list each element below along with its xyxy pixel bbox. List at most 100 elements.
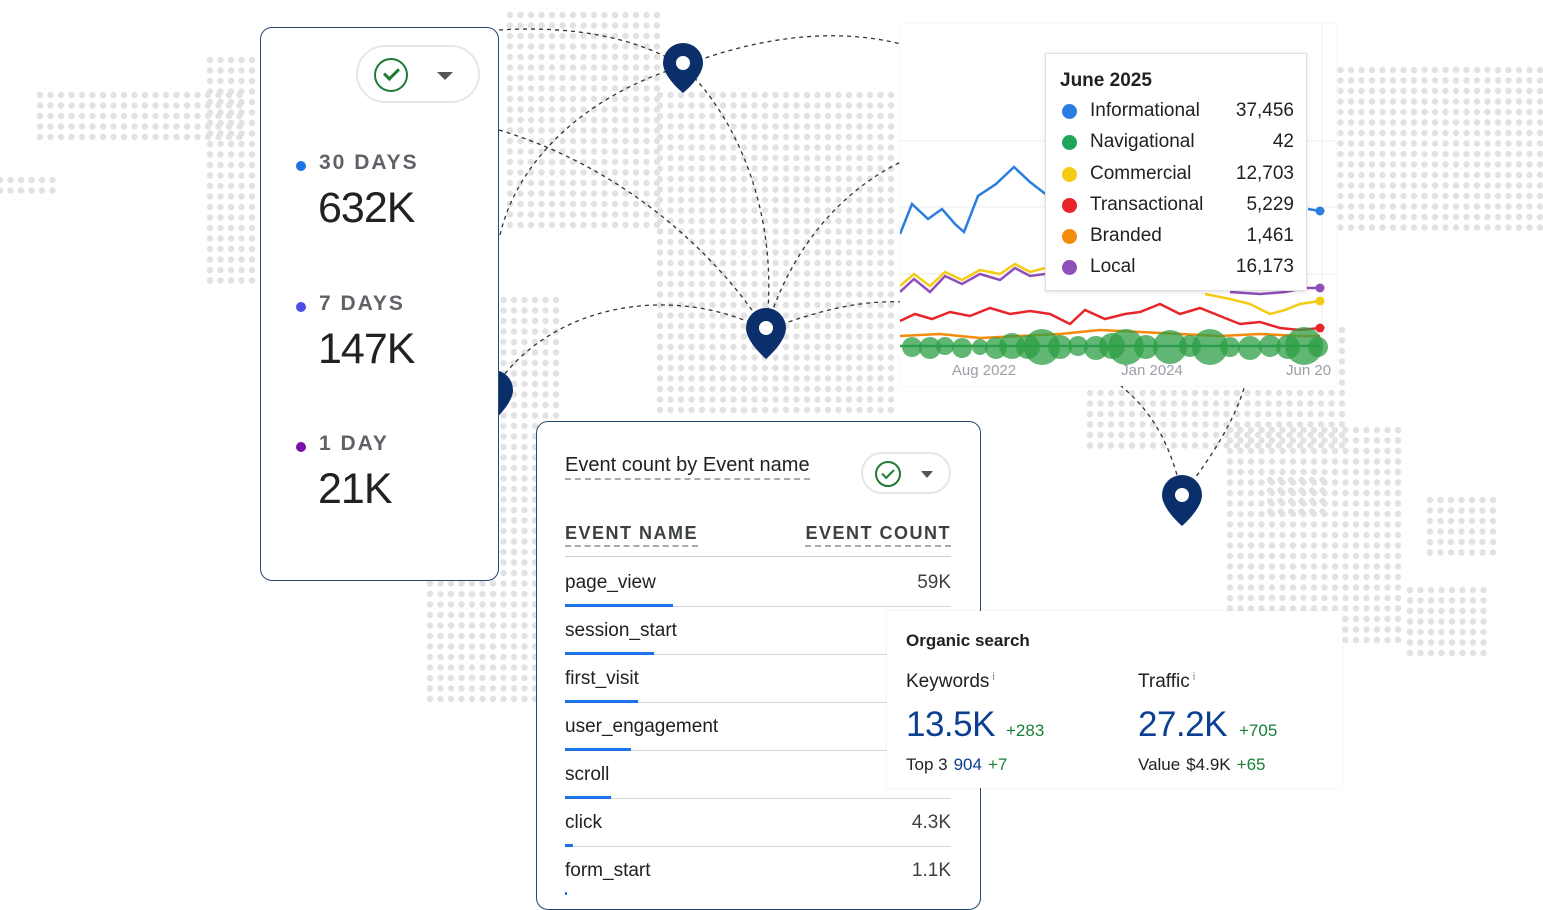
period-label-1-day: 1 DAY (319, 432, 389, 455)
legend-dot (1062, 135, 1077, 150)
keywords-metric: Keywords i 13.5K +283 Top 3 904 +7 (906, 671, 1106, 774)
metric-label: Keywords i (906, 671, 995, 693)
tooltip-series-value: 16,173 (1235, 256, 1294, 277)
event-name: user_engagement (565, 716, 719, 737)
share-bar (565, 604, 673, 607)
series-line-informational (900, 165, 1061, 235)
traffic-delta: +705 (1239, 721, 1278, 740)
column-header-event-count[interactable]: EVENT COUNT (805, 523, 951, 547)
share-bar (565, 652, 654, 655)
map-pin-icon (746, 308, 786, 359)
event-name: form_start (565, 860, 651, 881)
share-bar (565, 700, 638, 703)
series-line-commercial (900, 262, 1046, 288)
event-name: session_start (565, 620, 677, 641)
navigational-bubbles (902, 327, 1328, 365)
caret-down-icon (921, 471, 933, 478)
share-bar (565, 748, 631, 751)
value-30-days: 632K (318, 184, 415, 232)
connection-arcs (498, 28, 1246, 496)
series-dot-1-day (296, 442, 306, 452)
keywords-value[interactable]: 13.5K (906, 705, 995, 744)
table-row[interactable]: session_start (565, 606, 951, 655)
tooltip-series-value: 37,456 (1235, 100, 1294, 121)
tooltip-row-commercial: Commercial 12,703 (1062, 163, 1294, 187)
keywords-delta: +283 (1006, 721, 1045, 740)
map-pin-icon (663, 43, 703, 93)
card-title: Organic search (906, 631, 1030, 650)
x-tick-label: Aug 2022 (952, 362, 1016, 379)
value-line: Value $4.9K +65 (1138, 755, 1266, 774)
tooltip-series-value: 42 (1272, 131, 1294, 152)
top3-line: Top 3 904 +7 (906, 755, 1008, 774)
tooltip-series-name: Informational (1090, 100, 1200, 121)
share-bar (565, 796, 611, 799)
table-row[interactable]: user_engagement (565, 702, 951, 751)
table-row[interactable]: click 4.3K (565, 798, 951, 847)
event-count: 59K (917, 572, 951, 593)
legend-dot (1062, 198, 1077, 213)
row-divider (565, 798, 951, 799)
traffic-value[interactable]: 27.2K (1138, 705, 1227, 744)
check-circle-icon (374, 58, 408, 92)
legend-dot (1062, 167, 1077, 182)
row-divider (565, 846, 951, 847)
event-name: click (565, 812, 602, 833)
x-tick-label: Jun 20 (1286, 362, 1331, 379)
series-line-commercial (1204, 292, 1321, 316)
series-dot-7-days (296, 302, 306, 312)
share-bar (565, 844, 573, 847)
realtime-users-card: 30 DAYS 632K 7 DAYS 147K 1 DAY 21K (260, 27, 499, 581)
tooltip-series-name: Navigational (1090, 131, 1195, 152)
table-row[interactable]: scroll (565, 750, 951, 799)
tooltip-series-name: Local (1090, 256, 1136, 277)
tooltip-series-value: 1,461 (1246, 225, 1294, 246)
row-divider (565, 750, 951, 751)
period-label-30-days: 30 DAYS (319, 151, 419, 174)
value-7-days: 147K (318, 325, 415, 373)
traffic-metric: Traffic i 27.2K +705 Value $4.9K +65 (1138, 671, 1338, 774)
tooltip-row-transactional: Transactional 5,229 (1062, 194, 1294, 218)
row-divider (565, 606, 951, 607)
series-line-transactional (900, 302, 1321, 332)
series-dot-30-days (296, 161, 306, 171)
info-icon[interactable]: i (992, 671, 995, 683)
traffic-cost-value: $4.9K (1186, 755, 1231, 774)
series-line-local (1229, 286, 1320, 296)
comparison-dropdown[interactable] (861, 452, 951, 494)
header-divider (565, 556, 951, 557)
event-count: 1.1K (911, 860, 951, 881)
tooltip-series-name: Transactional (1090, 194, 1204, 215)
tooltip-row-informational: Informational 37,456 (1062, 100, 1294, 124)
comparison-dropdown[interactable] (356, 45, 480, 103)
event-count: 4.3K (911, 812, 951, 833)
traffic-cost-delta: +65 (1236, 755, 1266, 774)
caret-down-icon (437, 72, 453, 80)
organic-search-card: Organic search Keywords i 13.5K +283 Top … (887, 611, 1342, 788)
period-label-7-days: 7 DAYS (319, 292, 405, 315)
top3-value[interactable]: 904 (953, 755, 982, 774)
x-tick-label: Jan 2024 (1121, 362, 1183, 379)
event-name: page_view (565, 572, 656, 593)
table-row[interactable]: page_view 59K (565, 558, 951, 607)
chart-tooltip: June 2025 Informational 37,456 Navigatio… (1045, 53, 1307, 291)
card-title[interactable]: Event count by Event name (565, 454, 810, 480)
tooltip-series-value: 5,229 (1246, 194, 1294, 215)
table-row[interactable]: first_visit (565, 654, 951, 703)
tooltip-series-name: Branded (1090, 225, 1162, 246)
legend-dot (1062, 260, 1077, 275)
tooltip-title: June 2025 (1060, 70, 1152, 91)
tooltip-row-navigational: Navigational 42 (1062, 131, 1294, 155)
column-header-event-name[interactable]: EVENT NAME (565, 523, 699, 547)
tooltip-row-local: Local 16,173 (1062, 256, 1294, 280)
info-icon[interactable]: i (1192, 671, 1196, 683)
tooltip-series-value: 12,703 (1235, 163, 1294, 184)
row-divider (565, 702, 951, 703)
row-divider (565, 654, 951, 655)
value-1-day: 21K (318, 465, 393, 513)
event-name: scroll (565, 764, 610, 785)
event-name: first_visit (565, 668, 639, 689)
tooltip-row-branded: Branded 1,461 (1062, 225, 1294, 249)
legend-dot (1062, 229, 1077, 244)
table-row[interactable]: form_start 1.1K (565, 846, 951, 895)
